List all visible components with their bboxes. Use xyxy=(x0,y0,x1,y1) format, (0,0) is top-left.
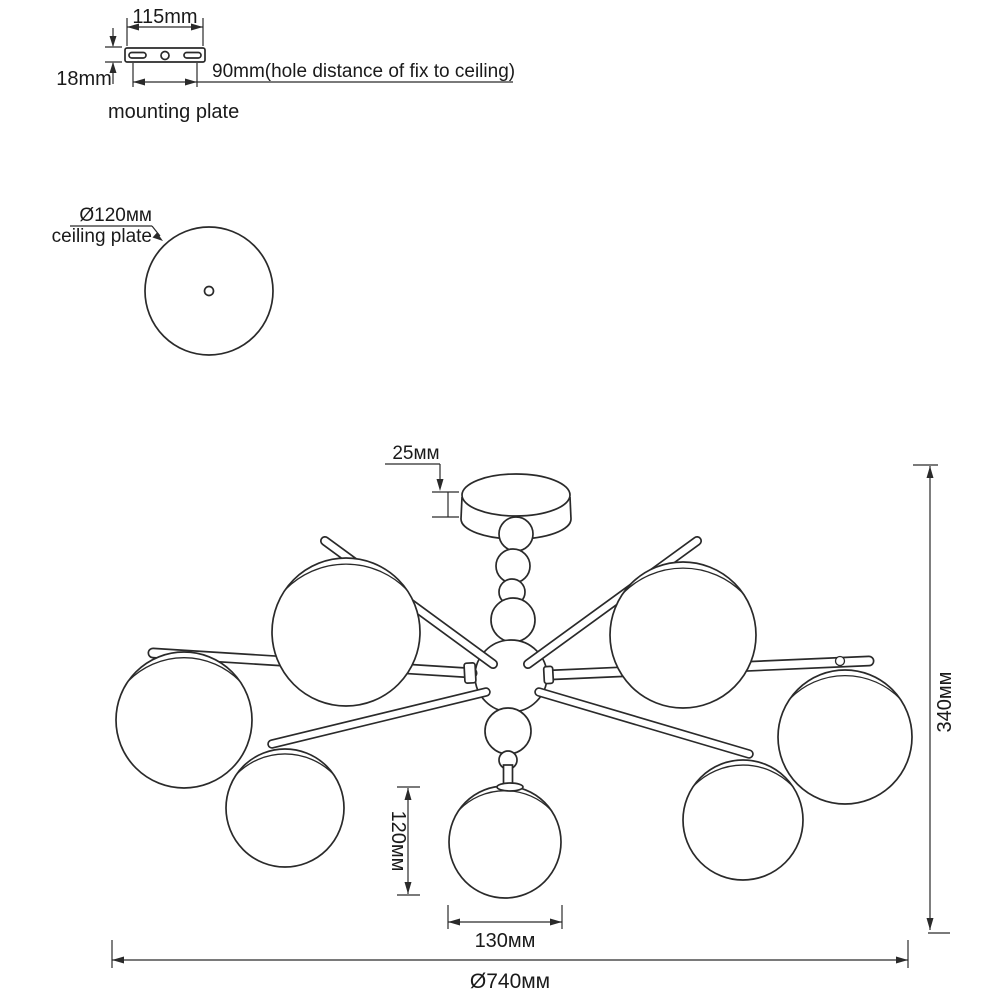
arrowhead xyxy=(926,466,934,478)
bottom-globe-cap xyxy=(496,782,524,792)
arrowhead xyxy=(404,788,412,800)
holder-band xyxy=(622,567,744,594)
holder-band xyxy=(693,764,793,787)
dim-18mm: 18mm xyxy=(56,28,122,90)
dim-90mm-label: 90mm(hole distance of fix to ceiling) xyxy=(212,61,515,82)
dim-25mm: 25мм xyxy=(385,443,459,518)
arm-lower-left xyxy=(267,687,491,749)
dim-740mm-label: Ø740мм xyxy=(470,970,550,993)
globe-upper-left xyxy=(271,557,421,707)
globe-lower-left xyxy=(225,748,345,868)
dim-130mm: 130мм xyxy=(447,905,563,952)
hub-collar-right xyxy=(542,665,555,685)
mounting-plate-shape xyxy=(124,47,206,63)
globe-lower-right xyxy=(682,759,804,881)
dim-120mm: 120мм xyxy=(387,786,420,896)
globes xyxy=(115,557,913,899)
bead-column xyxy=(490,516,536,643)
dim-25mm-label: 25мм xyxy=(392,443,439,464)
globe-holder-bands xyxy=(127,563,901,811)
holder-band xyxy=(789,675,901,700)
ceiling-plate-diameter-label: Ø120мм xyxy=(79,205,152,226)
arrowhead xyxy=(448,918,460,926)
canopy-top-rim xyxy=(461,473,571,517)
arrowhead xyxy=(926,918,934,930)
arm-lower-right xyxy=(534,687,754,759)
arrowhead xyxy=(133,78,145,86)
holder-claw xyxy=(834,655,846,667)
ceiling-plate-hole xyxy=(203,285,215,297)
arrowhead xyxy=(191,23,203,31)
dim-130mm-label: 130мм xyxy=(475,930,536,952)
arm-fill xyxy=(535,688,753,758)
arrowhead xyxy=(109,62,117,73)
dim-115mm-label: 115mm xyxy=(132,6,197,28)
ceiling-plate-caption: ceiling plate xyxy=(52,226,152,247)
bead xyxy=(484,707,532,755)
globe-bottom-center xyxy=(448,785,562,899)
ceiling-plate-circle xyxy=(144,226,274,356)
plate-center-hole xyxy=(160,50,170,61)
chandelier-dimensions: 25мм 340мм 120мм xyxy=(111,443,956,993)
dim-115mm: 115mm xyxy=(126,6,204,46)
arrowhead xyxy=(109,36,117,47)
leader-arrowhead xyxy=(152,232,163,241)
bead xyxy=(498,516,534,552)
plate-slot-left xyxy=(128,51,147,59)
holder-band xyxy=(236,753,334,775)
dim-340mm-label: 340мм xyxy=(934,672,956,733)
arrowhead xyxy=(112,956,124,964)
central-hub xyxy=(474,639,548,713)
arrowhead xyxy=(404,882,412,894)
hub-collar-left xyxy=(463,662,477,684)
dim-18mm-label: 18mm xyxy=(56,68,112,90)
dim-340mm: 340мм xyxy=(913,464,956,934)
arrowhead xyxy=(550,918,562,926)
arm-fill xyxy=(268,688,490,748)
dim-120mm-label: 120мм xyxy=(387,811,409,872)
holder-band xyxy=(284,563,408,590)
arm-fill xyxy=(524,537,701,668)
mounting-plate-detail: 115mm 18mm xyxy=(56,6,515,123)
plate-slot-right xyxy=(183,51,202,59)
canopy-side-left xyxy=(460,496,463,520)
arrowhead xyxy=(127,23,139,31)
leader-line xyxy=(151,225,161,237)
mounting-plate-caption: mounting plate xyxy=(108,101,239,123)
globe-far-left xyxy=(115,651,253,789)
ceiling-plate-detail: Ø120мм ceiling plate xyxy=(52,205,274,356)
canopy-side-right xyxy=(569,496,572,520)
arrowhead xyxy=(896,956,908,964)
arrowhead xyxy=(185,78,197,86)
globe-upper-right xyxy=(609,561,757,709)
dim-90mm: 90mm(hole distance of fix to ceiling) xyxy=(132,61,515,87)
lower-column xyxy=(484,707,532,789)
holder-band xyxy=(127,657,241,682)
dim-740mm: Ø740мм xyxy=(111,940,909,993)
bead xyxy=(495,548,531,584)
arrowhead xyxy=(436,479,444,491)
chandelier-view xyxy=(115,473,913,899)
globe-far-right xyxy=(777,669,913,805)
bead xyxy=(490,597,536,643)
arm-upper-right xyxy=(523,536,702,669)
